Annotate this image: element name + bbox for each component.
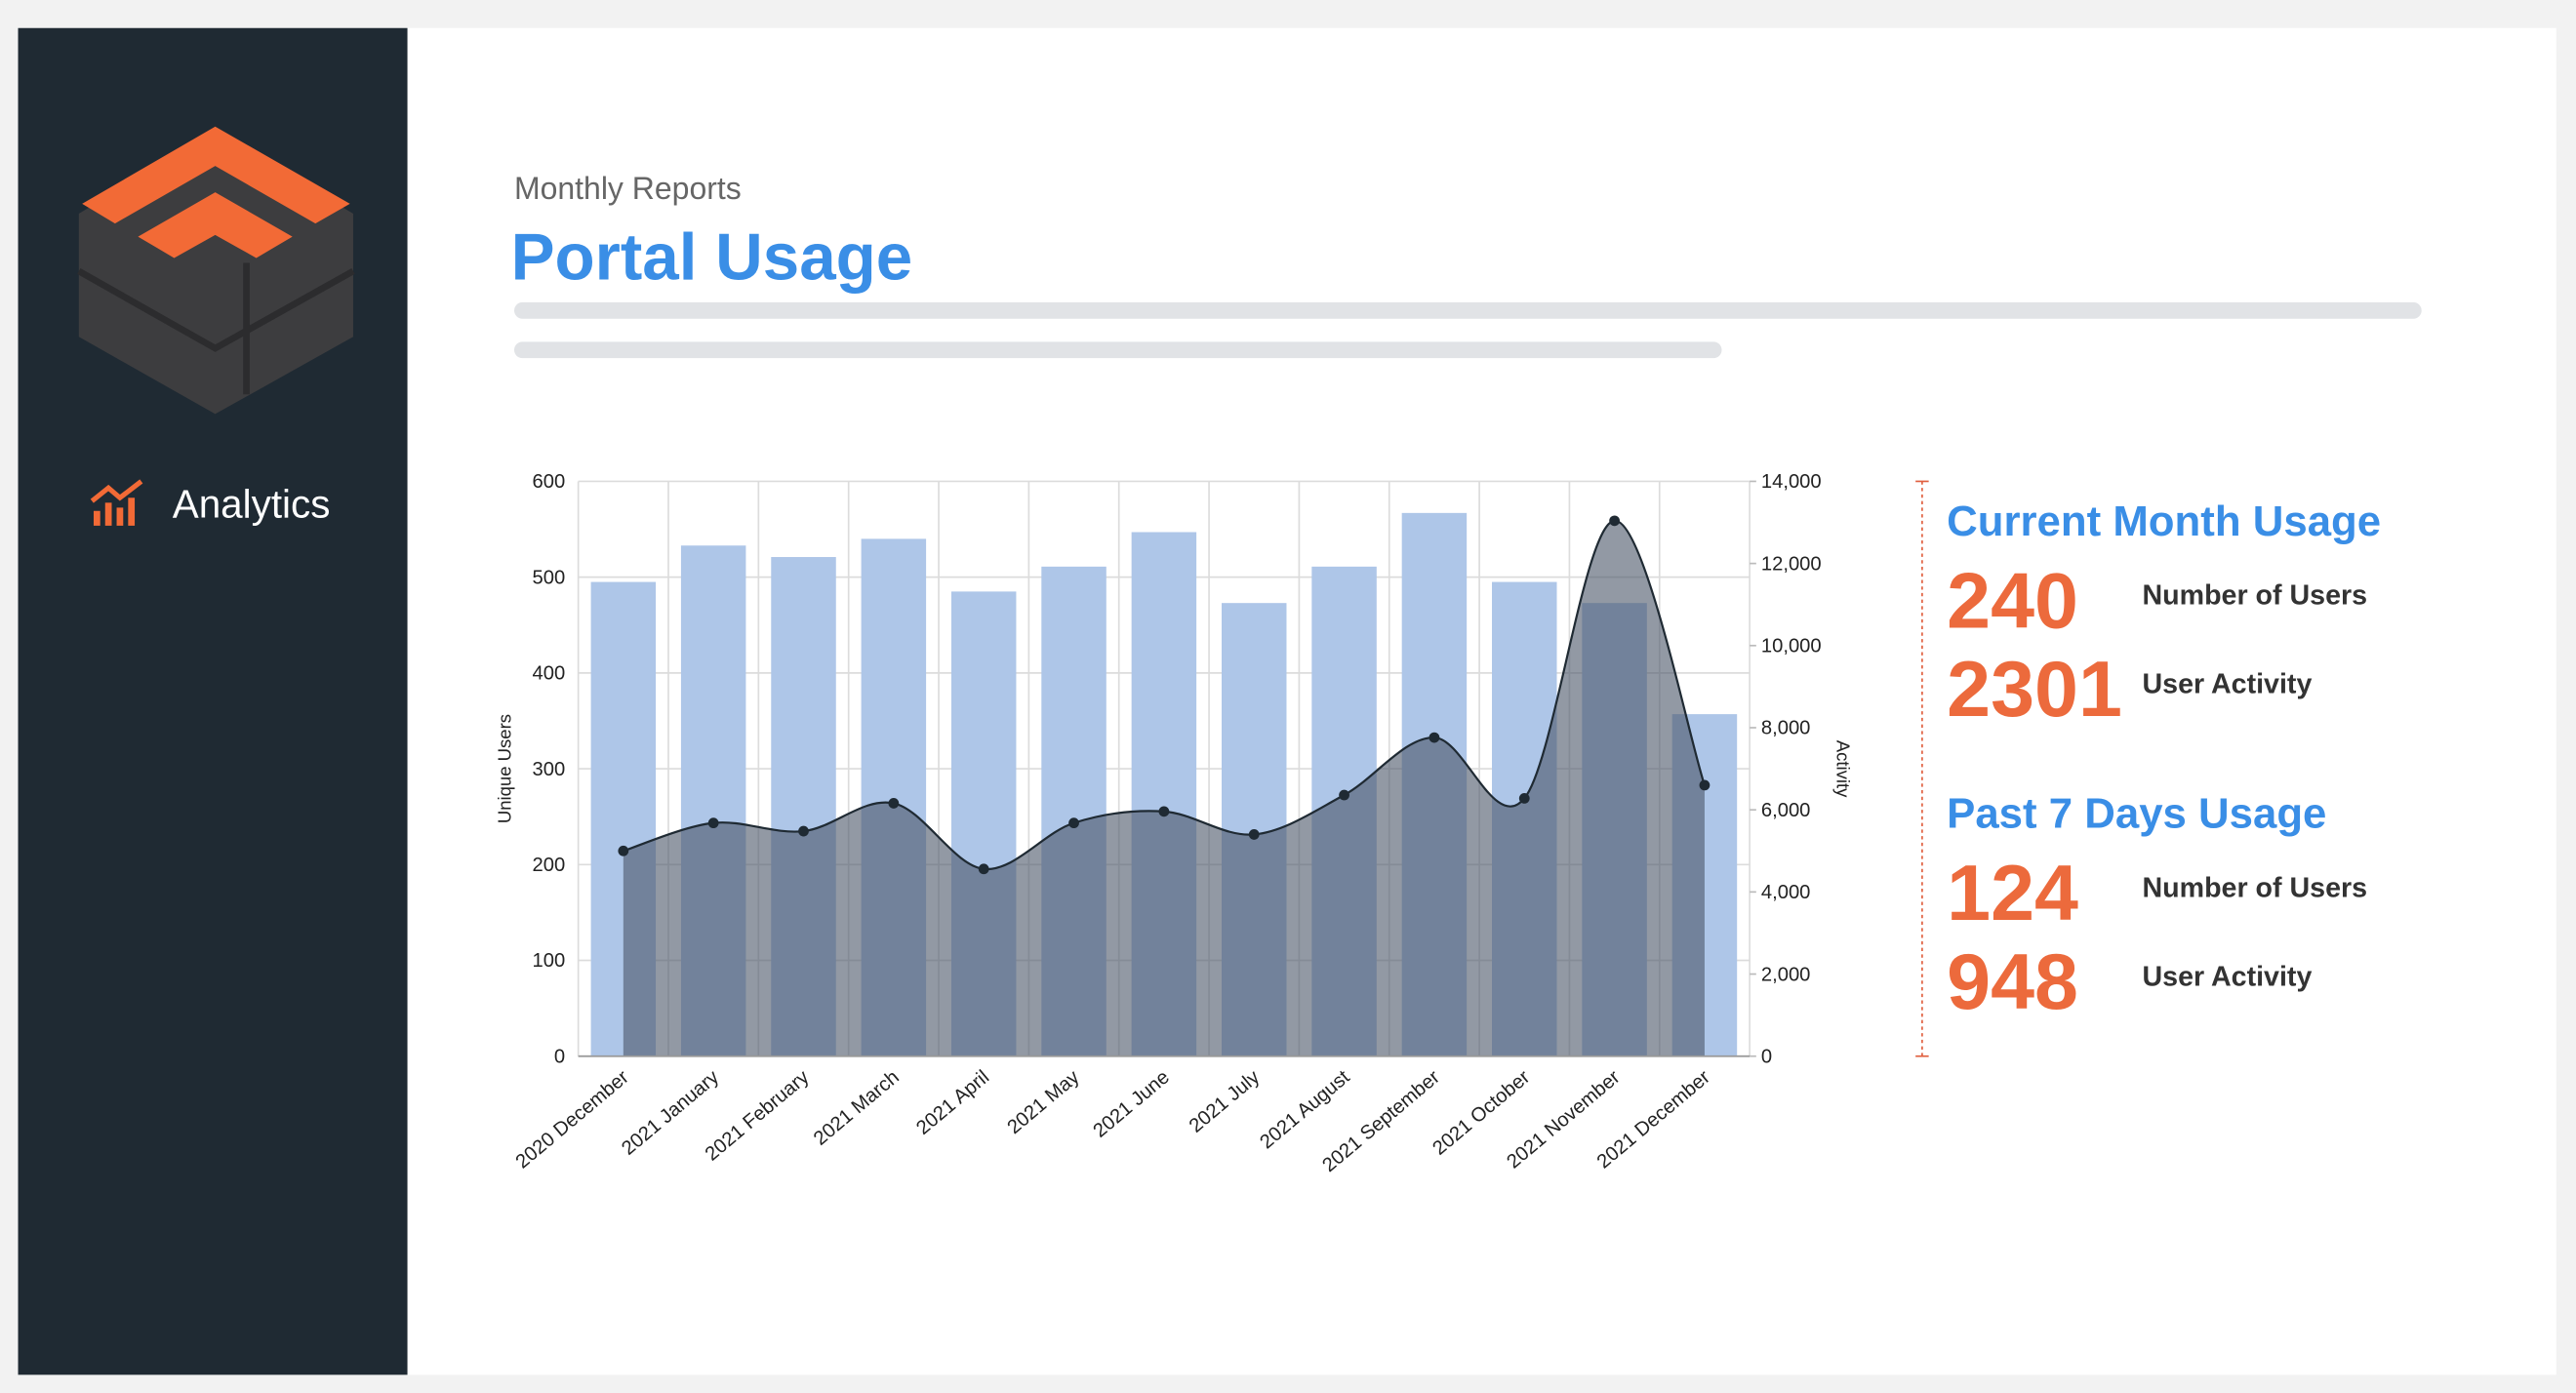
point (888, 798, 900, 809)
point (798, 825, 809, 837)
nav-item[interactable]: Analytics (173, 481, 331, 526)
point (1068, 817, 1079, 829)
point (1609, 515, 1620, 527)
stat-value: 240 (1947, 557, 2078, 645)
placeholder-line (513, 301, 2422, 319)
y-axis-label: Unique Users (495, 714, 515, 823)
point (978, 863, 989, 875)
y-tick-label: 200 (532, 855, 565, 876)
line (623, 519, 1706, 870)
stat-title: Current Month Usage (1947, 498, 2381, 545)
y-tick-label: 500 (532, 567, 565, 588)
title: Portal Usage (511, 220, 913, 294)
card (18, 27, 2556, 1375)
y2-tick-label: 4,000 (1761, 882, 1811, 903)
point (1339, 789, 1349, 801)
subtitle: Monthly Reports (514, 171, 742, 206)
stat-label: Number of Users (2143, 580, 2368, 612)
analytics-icon (90, 479, 143, 526)
y2-tick-label: 2,000 (1761, 964, 1811, 985)
stat-value: 2301 (1947, 646, 2122, 734)
y2-tick-label: 0 (1761, 1046, 1772, 1067)
point (618, 845, 629, 856)
stat-label: User Activity (2143, 961, 2313, 992)
point (1158, 806, 1170, 817)
y-tick-label: 100 (532, 950, 565, 972)
y2-tick-label: 12,000 (1761, 553, 1822, 575)
stat-value: 948 (1947, 938, 2078, 1026)
point (1699, 779, 1711, 791)
stat-title: Past 7 Days Usage (1947, 790, 2326, 838)
y2-tick-label: 10,000 (1761, 636, 1822, 657)
point (1518, 793, 1530, 804)
y2-axis-label: Activity (1832, 740, 1853, 798)
y-tick-label: 600 (532, 471, 565, 493)
y2-tick-label: 14,000 (1761, 471, 1822, 493)
point (1429, 732, 1440, 743)
y-tick-label: 300 (532, 759, 565, 780)
area (623, 520, 1705, 1056)
logo (77, 126, 355, 415)
point (707, 817, 719, 829)
y2-tick-label: 6,000 (1761, 800, 1811, 821)
y-tick-label: 0 (554, 1046, 565, 1067)
stat-label: Number of Users (2143, 872, 2368, 903)
y2-tick-label: 8,000 (1761, 718, 1811, 739)
point (1248, 829, 1260, 840)
stat-label: User Activity (2143, 669, 2313, 700)
stats-divider (1915, 480, 1929, 1057)
y-tick-label: 400 (532, 663, 565, 685)
stat-value: 124 (1947, 850, 2078, 937)
placeholder-line (513, 341, 1722, 359)
